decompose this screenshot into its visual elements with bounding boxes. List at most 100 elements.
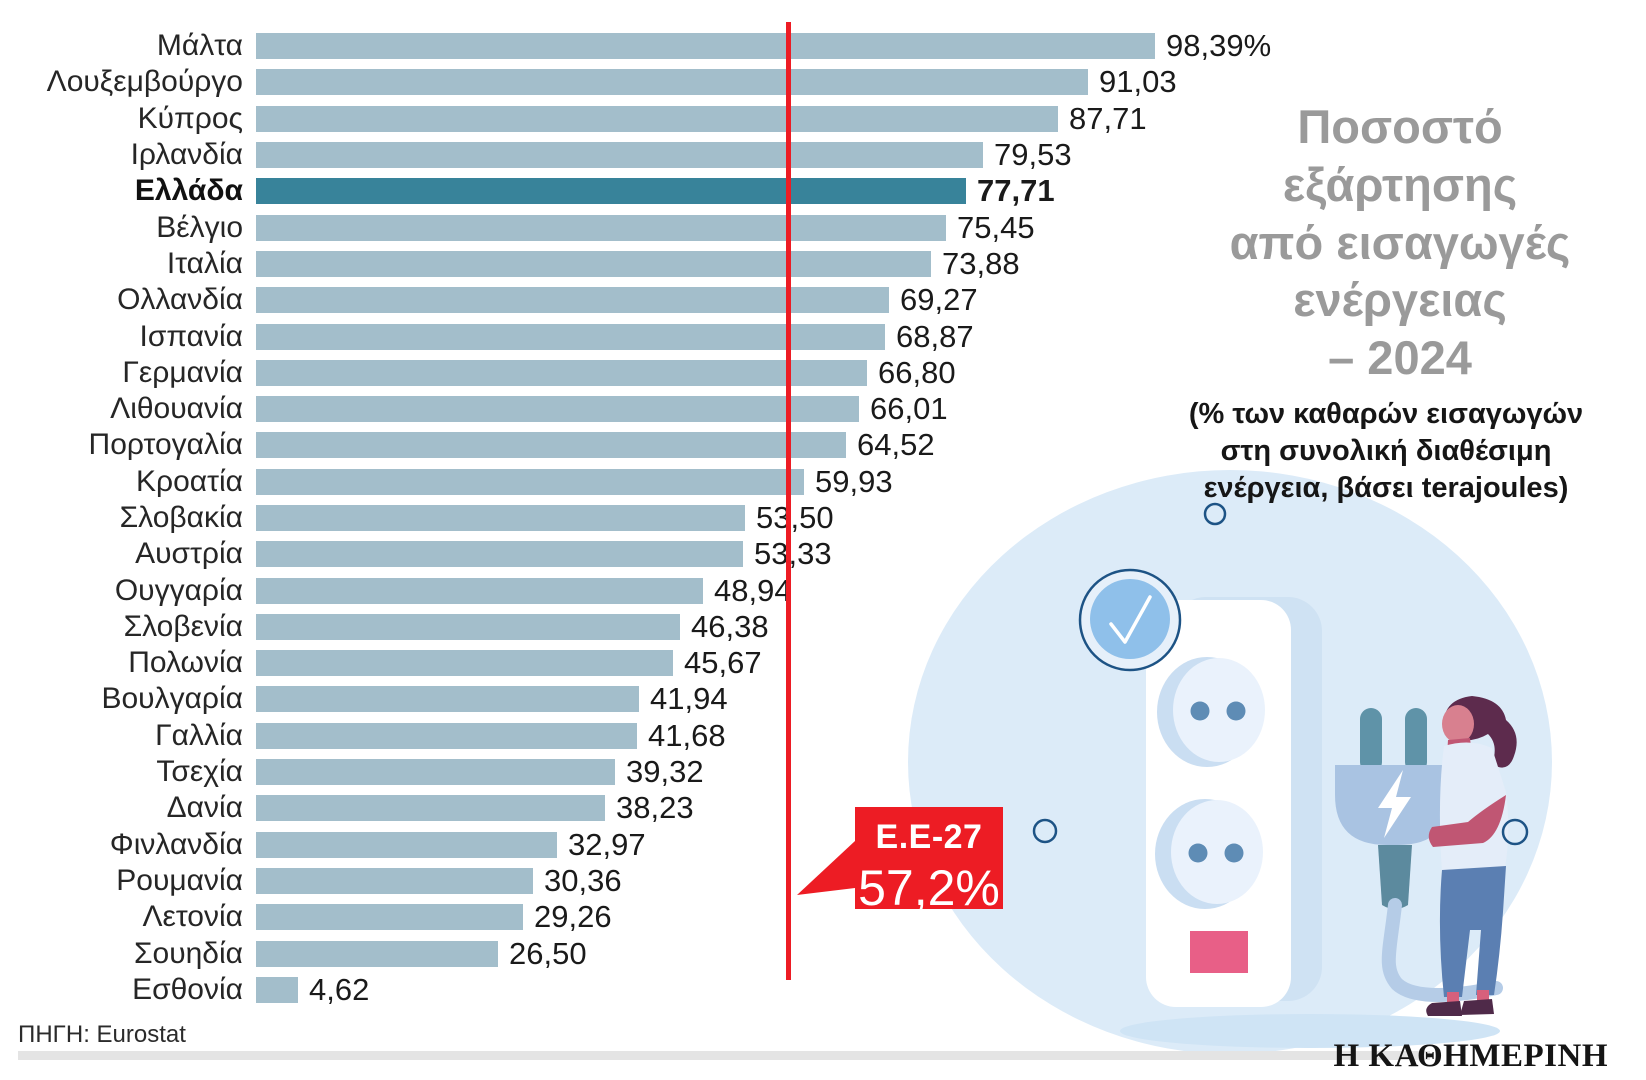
- bar: [256, 686, 639, 713]
- bar-row: Μάλτα 98,39%: [0, 28, 1320, 64]
- bar-row: Πολωνία 45,67: [0, 645, 1320, 681]
- bar-row: Ολλανδία 69,27: [0, 282, 1320, 318]
- woman-figure: [1426, 696, 1517, 1016]
- pants: [1439, 866, 1506, 997]
- value-label: 64,52: [857, 427, 935, 463]
- bar-row: Γαλλία 41,68: [0, 718, 1320, 754]
- face: [1442, 705, 1474, 743]
- ring-decor-icon: [1501, 818, 1529, 846]
- plug-cable: [1381, 898, 1503, 1002]
- source-credit: ΠΗΓΗ: Eurostat: [18, 1021, 186, 1048]
- country-label: Ρουμανία: [116, 863, 243, 897]
- value-label: 30,36: [544, 862, 622, 898]
- bar: [256, 432, 846, 459]
- value-label: 77,71: [977, 173, 1055, 209]
- country-label: Λουξεμβούργο: [46, 65, 243, 99]
- bar: [256, 650, 673, 677]
- footer-divider: [18, 1051, 1430, 1060]
- value-label: 26,50: [509, 935, 587, 971]
- bar: [256, 359, 867, 386]
- value-label: 68,87: [896, 318, 974, 354]
- country-label: Πορτογαλία: [88, 428, 243, 462]
- value-label: 41,94: [650, 681, 728, 717]
- country-label: Ολλανδία: [117, 283, 243, 317]
- bar: [256, 831, 557, 858]
- value-label: 38,23: [616, 790, 694, 826]
- country-label: Λετονία: [142, 900, 243, 934]
- bar-row: Κύπρος 87,71: [0, 101, 1320, 137]
- bar-row: Σουηδία 26,50: [0, 935, 1320, 971]
- bar-row: Γερμανία 66,80: [0, 355, 1320, 391]
- country-label: Κροατία: [136, 464, 243, 498]
- country-label: Δανία: [166, 791, 243, 825]
- bar-row: Ιρλανδία 79,53: [0, 137, 1320, 173]
- bar: [256, 468, 804, 495]
- bar: [256, 795, 605, 822]
- bar: [256, 976, 298, 1003]
- value-label: 41,68: [648, 717, 726, 753]
- value-label: 29,26: [534, 899, 612, 935]
- bar-row: Αυστρία 53,33: [0, 536, 1320, 572]
- ring-decor-icon: [1032, 818, 1058, 844]
- country-label: Κύπρος: [137, 101, 243, 135]
- eu27-callout: Ε.Ε-27 57,2%: [855, 807, 1003, 916]
- country-label: Σλοβακία: [119, 501, 243, 534]
- value-label: 66,80: [878, 354, 956, 390]
- value-label: 32,97: [568, 826, 646, 862]
- value-label: 45,67: [684, 645, 762, 681]
- bar: [256, 250, 931, 277]
- country-label: Τσεχία: [156, 755, 243, 789]
- bar: [256, 759, 615, 786]
- bar: [256, 214, 946, 241]
- ring-decor-icon: [1203, 502, 1227, 526]
- country-label: Γερμανία: [122, 355, 243, 389]
- country-label: Γαλλία: [155, 718, 243, 752]
- country-label: Ιταλία: [166, 246, 243, 280]
- bar-row: Τσεχία 39,32: [0, 754, 1320, 790]
- bar-row: Ιταλία 73,88: [0, 246, 1320, 282]
- bar: [256, 178, 966, 205]
- value-label: 39,32: [626, 754, 704, 790]
- country-label: Βέλγιο: [156, 210, 243, 244]
- value-label: 53,50: [756, 500, 834, 535]
- value-label: 73,88: [942, 245, 1020, 281]
- bar-chart: Μάλτα 98,39% Λουξεμβούργο 91,03 Κύπρος 87,71 Ι…: [0, 28, 1320, 1008]
- energy-illustration: [908, 470, 1552, 1054]
- bar: [256, 69, 1088, 96]
- bar-row: Βουλγαρία 41,94: [0, 681, 1320, 717]
- value-label: 46,38: [691, 608, 769, 644]
- plug-icon: [1335, 708, 1503, 1002]
- country-label: Φινλανδία: [109, 827, 243, 861]
- publisher-logo: Η ΚΑΘΗΜΕΡΙΝΗ: [1333, 1038, 1608, 1074]
- country-label: Εσθονία: [132, 972, 243, 1006]
- value-label: 91,03: [1099, 64, 1177, 100]
- bar-row: Λιθουανία 66,01: [0, 391, 1320, 427]
- bar: [256, 541, 743, 568]
- shoe: [1426, 1001, 1462, 1016]
- bar: [256, 904, 523, 931]
- value-label: 66,01: [870, 391, 948, 427]
- country-label: Αυστρία: [135, 537, 243, 571]
- country-label: Λιθουανία: [110, 392, 243, 426]
- bar-row: Πορτογαλία 64,52: [0, 427, 1320, 463]
- bar: [256, 722, 637, 749]
- country-label: Βουλγαρία: [101, 682, 243, 716]
- bar: [256, 505, 745, 531]
- value-label: 79,53: [994, 137, 1072, 173]
- bar: [256, 577, 703, 604]
- bar-row: Ελλάδα 77,71: [0, 173, 1320, 209]
- bar: [256, 867, 533, 894]
- ground-shadow: [1120, 1014, 1500, 1048]
- bar-row: Λετονία 29,26: [0, 899, 1320, 935]
- bar-row: Ισπανία 68,87: [0, 318, 1320, 354]
- bar: [256, 613, 680, 640]
- bar: [256, 396, 859, 423]
- bar-row: Σλοβενία 46,38: [0, 609, 1320, 645]
- bar: [256, 33, 1155, 60]
- shoe: [1460, 999, 1494, 1015]
- value-label: 87,71: [1069, 100, 1147, 136]
- value-label: 48,94: [714, 572, 792, 608]
- bar: [256, 940, 498, 967]
- country-label: Ουγγαρία: [114, 573, 243, 607]
